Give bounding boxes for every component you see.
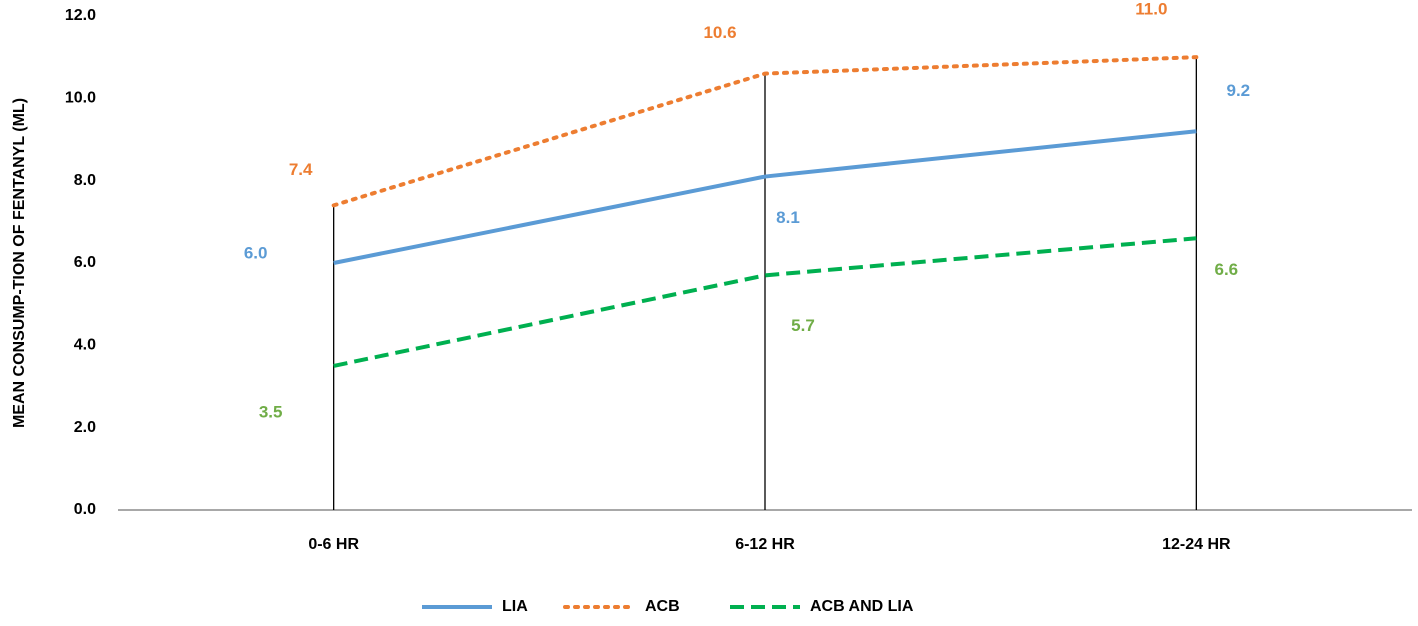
data-label: 9.2: [1227, 81, 1251, 100]
data-label: 10.6: [703, 23, 736, 42]
x-tick-label: 12-24 HR: [1162, 536, 1231, 553]
legend-label: ACB: [645, 598, 680, 615]
y-tick-label: 0.0: [74, 501, 96, 518]
series-line: [331, 55, 1199, 208]
data-label: 6.0: [244, 243, 268, 262]
x-tick-label: 0-6 HR: [308, 536, 359, 553]
series-line: [333, 129, 1197, 265]
data-label: 7.4: [289, 160, 313, 179]
y-tick-label: 4.0: [74, 337, 96, 354]
y-tick-label: 2.0: [74, 419, 96, 436]
data-label: 11.0: [1135, 0, 1167, 19]
x-tick-label: 6-12 HR: [735, 536, 795, 553]
data-label: 6.6: [1215, 260, 1239, 279]
legend-label: LIA: [502, 598, 528, 615]
y-tick-label: 8.0: [74, 172, 96, 189]
y-tick-label: 10.0: [65, 90, 96, 107]
data-label: 5.7: [791, 316, 815, 335]
data-label: 3.5: [259, 402, 283, 421]
legend-label: ACB AND LIA: [810, 598, 914, 615]
y-tick-label: 6.0: [74, 254, 96, 271]
data-label: 8.1: [776, 208, 800, 227]
y-tick-label: 12.0: [65, 7, 96, 24]
y-axis-title: MEAN CONSUMP-TION OF FENTANYL (ML): [11, 98, 28, 428]
